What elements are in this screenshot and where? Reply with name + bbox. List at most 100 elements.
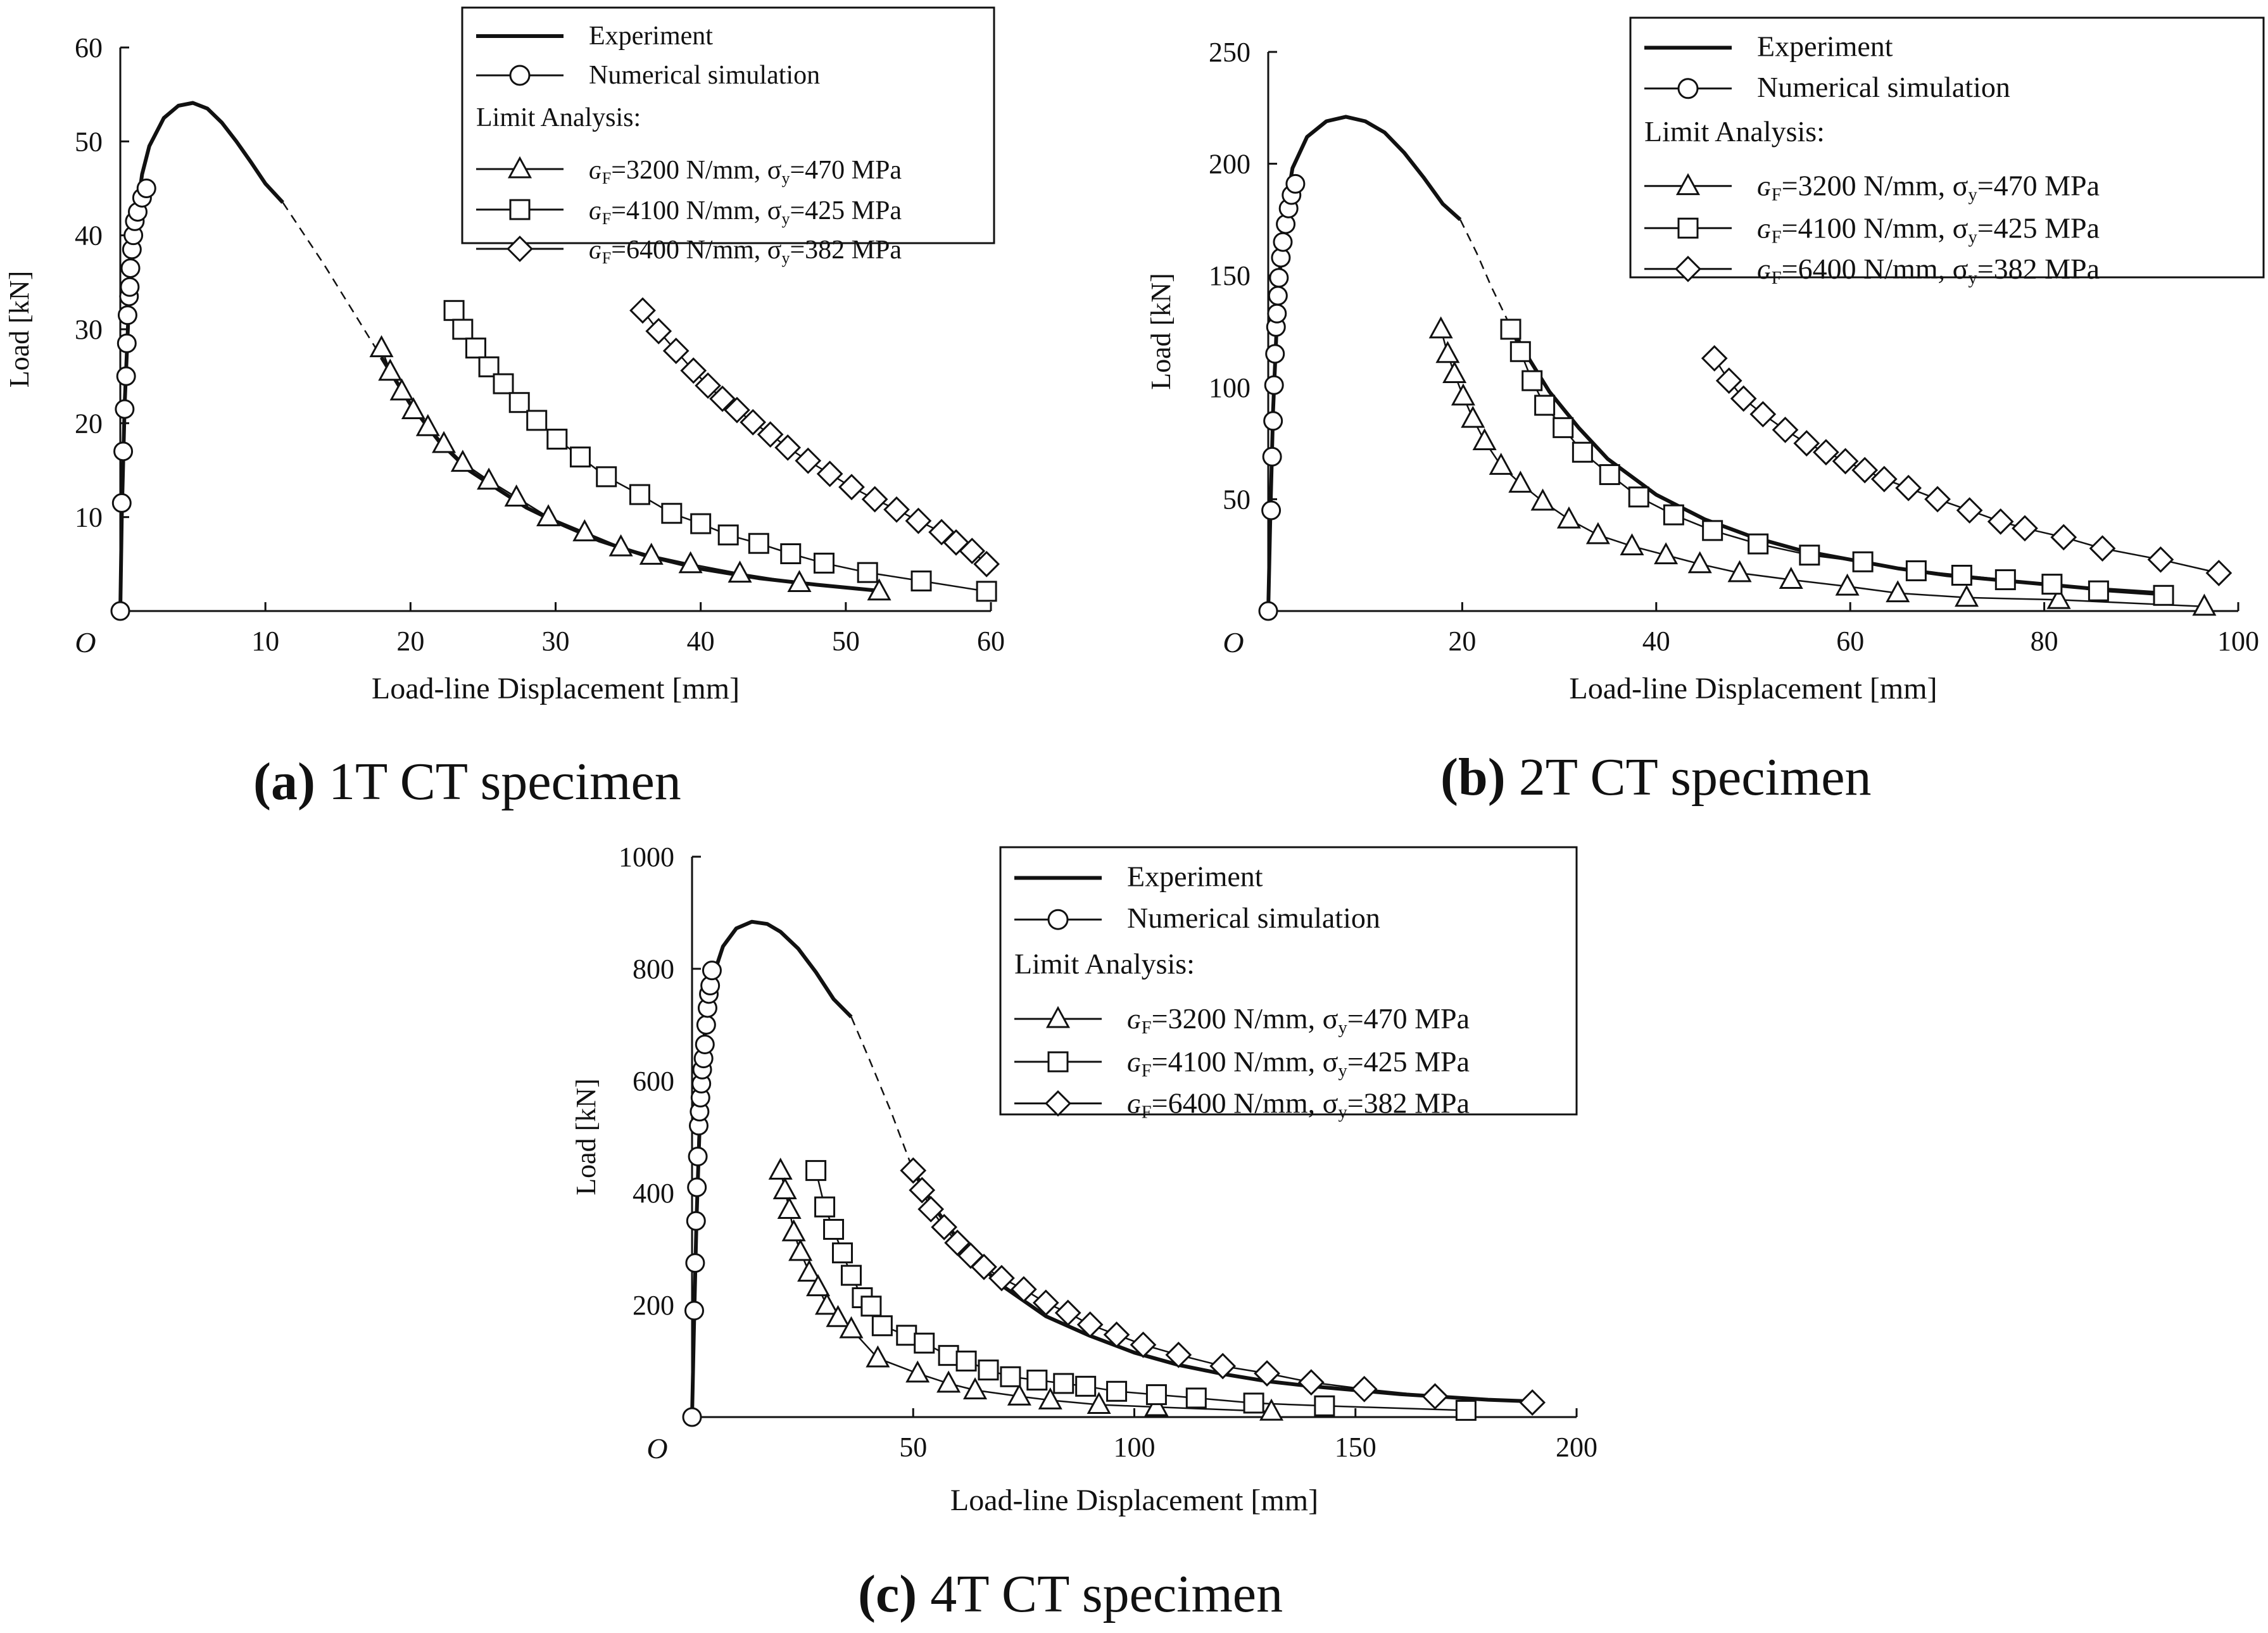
limit-3200-point — [1144, 1394, 1169, 1416]
limit-4100-point — [976, 581, 997, 602]
limit-6400-point — [909, 1176, 936, 1204]
limit-6400-point — [2012, 515, 2038, 542]
x-tick-label: 200 — [1556, 1432, 1597, 1463]
caption-b: (b) 2T CT specimen — [1440, 748, 1872, 807]
limit-4100-point — [1553, 417, 1574, 438]
legend-limit-heading: Limit Analysis: — [476, 103, 641, 132]
chart-panel-2t: 50 100 150 200 250 20 40 60 80 100 O Load-line Disp… — [1145, 16, 2265, 705]
simulation-point — [1269, 268, 1289, 288]
limit-6400-point — [2089, 535, 2116, 562]
legend-gf-symbol: ɢ — [1757, 253, 1772, 285]
limit-3200-point — [432, 431, 457, 453]
legend-simulation-marker — [509, 65, 531, 86]
y-tick-label: 10 — [75, 502, 103, 533]
limit-3200-point — [1007, 1383, 1031, 1406]
caption-c: (c) 4T CT specimen — [858, 1565, 1283, 1624]
legend-limit-heading: Limit Analysis: — [1644, 115, 1825, 148]
limit-4100-point — [1521, 370, 1543, 391]
simulation-point — [110, 601, 130, 621]
legend-sy-value: =382 MPa — [1977, 253, 2100, 285]
legend-sy-sub: y — [1968, 227, 1977, 247]
limit-3200-point — [1428, 316, 1453, 339]
limit-6400-point — [883, 496, 910, 523]
legend-limit-label: ɢF=6400 N/mm, σy=382 MPa — [589, 236, 902, 267]
legend-gf-symbol: ɢ — [1757, 170, 1772, 202]
y-tick-label: 100 — [1209, 372, 1251, 403]
y-tick-label: 200 — [1209, 149, 1251, 180]
legend-simulation-marker — [1047, 909, 1069, 930]
legend-gf-sub: F — [602, 210, 611, 228]
legend-sy-sub: y — [1968, 268, 1977, 288]
legend-sy-sub: y — [781, 210, 790, 228]
x-tick-label: 20 — [396, 626, 424, 657]
limit-6400-point — [959, 538, 986, 564]
x-tick-label: 10 — [251, 626, 279, 657]
x-tick-label: 20 — [1448, 626, 1476, 657]
x-tick-label: 60 — [1836, 626, 1864, 657]
limit-4100-point — [914, 1332, 935, 1354]
caption-c-text: 4T CT specimen — [917, 1565, 1283, 1624]
legend-sy-value: =470 MPa — [790, 156, 902, 185]
limit-6400-point — [662, 337, 690, 364]
caption-a-close: ) — [298, 752, 315, 811]
legend: Experiment Numerical simulation Limit Anal… — [999, 846, 1578, 1123]
y-axis-label: Load [kN] — [1145, 273, 1176, 390]
simulation-point — [120, 277, 140, 297]
legend-sy-symbol: σ — [1323, 1087, 1339, 1119]
legend-simulation-marker — [1677, 78, 1699, 99]
legend-gf-value: =3200 N/mm, — [1152, 1002, 1323, 1035]
limit-3200-point — [678, 551, 703, 574]
limit-4100-point — [443, 299, 465, 321]
limit-4100-point — [478, 356, 500, 377]
limit-6400-point — [1701, 345, 1728, 372]
limit-3200-point — [1654, 542, 1679, 565]
legend-sy-symbol: σ — [767, 156, 782, 185]
legend-simulation-label: Numerical simulation — [1757, 71, 2010, 103]
legend-gf-sub: F — [1772, 186, 1782, 205]
limit-3200-point — [608, 534, 633, 557]
limit-4100-point — [1748, 533, 1769, 555]
limit-3200-point — [1687, 551, 1712, 574]
caption-b-letter: b — [1458, 748, 1488, 807]
y-tick-label: 150 — [1209, 260, 1251, 291]
simulation-point — [1261, 500, 1282, 520]
limit-4100-point — [831, 1242, 853, 1264]
limit-4100-point — [1509, 341, 1531, 362]
y-tick-label: 1000 — [619, 842, 674, 873]
y-tick-label: 30 — [75, 314, 103, 345]
legend-limit-label: ɢF=3200 N/mm, σy=470 MPa — [589, 156, 902, 187]
simulation-point — [1262, 446, 1282, 467]
limit-3200-point — [1556, 506, 1581, 529]
limit-3200-point — [1435, 341, 1460, 363]
limit-6400-point — [861, 486, 888, 513]
simulation-point — [1276, 214, 1296, 234]
limit-6400-point — [795, 447, 822, 474]
legend-gf-symbol: ɢ — [1127, 1002, 1142, 1035]
legend: Experiment Numerical simulation Limit Anal… — [1629, 16, 2265, 288]
limit-3200-point — [1886, 580, 1910, 603]
limit-3200-point — [1451, 383, 1475, 406]
legend-sy-sub: y — [1338, 1018, 1347, 1038]
limit-4100-point — [1994, 569, 2016, 591]
limit-3200-point — [415, 413, 440, 436]
simulation-point — [1267, 303, 1287, 324]
legend: Experiment Numerical simulation Limit Anal… — [461, 6, 995, 267]
legend-limit-marker — [1045, 1006, 1071, 1028]
limit-4100-point — [857, 562, 878, 583]
caption-c-letter: c — [876, 1565, 899, 1624]
limit-4100-point — [860, 1296, 882, 1317]
limit-3200-point — [477, 467, 501, 490]
simulation-point — [117, 333, 137, 353]
legend-limit-label: ɢF=6400 N/mm, σy=382 MPa — [1757, 253, 2100, 288]
limit-4100-point — [910, 571, 932, 592]
limit-4100-point — [596, 466, 617, 488]
limit-4100-point — [813, 552, 835, 574]
limit-4100-point — [1500, 318, 1521, 340]
limit-6400-point — [2205, 560, 2233, 586]
x-axis-label: Load-line Displacement [mm] — [950, 1484, 1318, 1517]
limit-3200-point — [768, 1157, 793, 1180]
limit-4100-point — [508, 392, 530, 413]
limit-6400-point — [724, 396, 750, 424]
legend-limit-label: ɢF=4100 N/mm, σy=425 MPa — [589, 196, 902, 228]
limit-6400-point — [1209, 1352, 1237, 1380]
